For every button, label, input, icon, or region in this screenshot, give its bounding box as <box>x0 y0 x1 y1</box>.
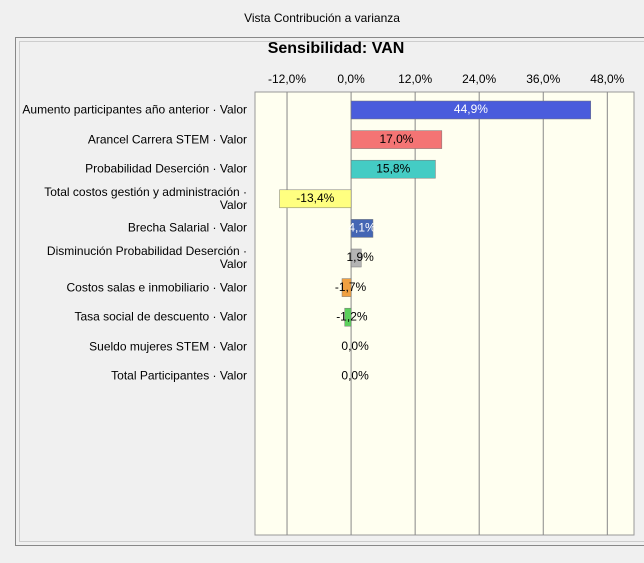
frame-inner <box>19 41 644 542</box>
data-label: -1,7% <box>335 280 367 294</box>
data-label: 4,1% <box>348 221 376 235</box>
data-label: -1,2% <box>336 309 368 323</box>
bar <box>344 307 352 327</box>
data-label: -13,4% <box>296 191 334 205</box>
data-label: 17,0% <box>379 132 413 146</box>
plot-area <box>254 91 635 536</box>
category-label: Total Participantes · Valor <box>111 368 247 383</box>
chart-title: Sensibilidad: VAN <box>268 40 405 57</box>
x-tick-label: 12,0% <box>398 72 432 86</box>
bar <box>350 159 436 179</box>
bar <box>341 278 352 297</box>
category-label: Disminución Probabilidad Deserción · Val… <box>46 244 247 271</box>
category-label: Arancel Carrera STEM · Valor <box>87 132 247 147</box>
x-tick-label: -12,0% <box>268 72 306 86</box>
x-tick-label: 36,0% <box>526 72 560 86</box>
bar <box>350 130 443 149</box>
category-label: Probabilidad Deserción · Valor <box>85 161 247 176</box>
data-label: 0,0% <box>341 339 369 353</box>
data-label: 1,9% <box>346 250 374 264</box>
bar <box>350 219 374 238</box>
window-title: Vista Contribución a varianza <box>244 11 400 25</box>
x-tick-label: 24,0% <box>462 72 496 86</box>
bar <box>279 189 352 209</box>
category-label: Aumento participantes año anterior · Val… <box>22 102 247 117</box>
category-label: Brecha Salarial · Valor <box>127 220 247 235</box>
bar <box>350 100 592 120</box>
data-label: 15,8% <box>376 161 410 175</box>
bar <box>350 248 362 268</box>
category-label: Total costos gestión y administración · … <box>44 184 247 212</box>
x-tick-label: 48,0% <box>590 72 624 86</box>
data-label: 0,0% <box>341 369 369 383</box>
data-label: 44,9% <box>454 102 488 116</box>
category-label: Tasa social de descuento · Valor <box>74 309 247 324</box>
x-tick-label: 0,0% <box>337 72 365 86</box>
category-label: Sueldo mujeres STEM · Valor <box>89 339 247 354</box>
category-label: Costos salas e inmobiliario · Valor <box>66 280 247 295</box>
